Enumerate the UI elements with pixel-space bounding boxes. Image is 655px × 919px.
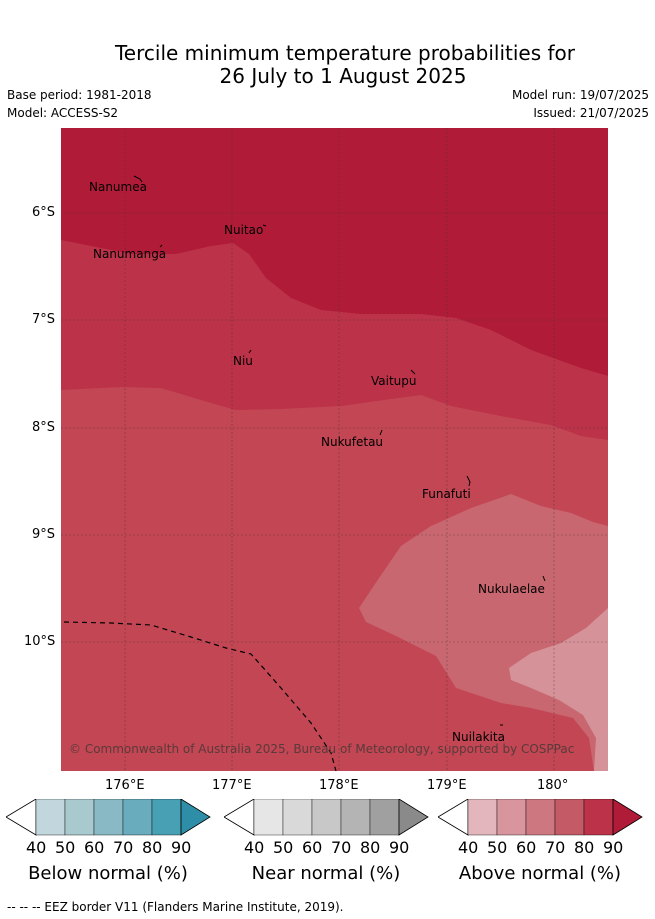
island-label-nanumanga: Nanumanga xyxy=(93,247,167,261)
lat-label-10s: 10°S xyxy=(24,634,56,649)
colorbar-swatch xyxy=(554,799,585,836)
copyright-notice: © Commonwealth of Australia 2025, Bureau… xyxy=(69,742,575,756)
colorbar-label-near-normal: Near normal (%) xyxy=(251,863,401,884)
colorbar-tick: 90 xyxy=(389,838,410,857)
colorbar-extension-high xyxy=(612,799,643,836)
probability-map xyxy=(61,128,608,771)
colorbar-tick: 50 xyxy=(487,838,508,857)
island-label-nuitao: Nuitao xyxy=(224,223,264,237)
colorbar-swatch xyxy=(93,799,124,836)
colorbar-tick: 50 xyxy=(55,838,76,857)
colorbar-tick: 60 xyxy=(302,838,323,857)
colorbar-tick: 60 xyxy=(516,838,537,857)
colorbar-swatch xyxy=(467,799,498,836)
colorbar-swatch xyxy=(369,799,400,836)
lon-label-179e: 179°E xyxy=(427,778,467,793)
colorbar-tick: 90 xyxy=(171,838,192,857)
colorbar-tick: 90 xyxy=(603,838,624,857)
colorbar-above-normal xyxy=(438,799,643,836)
model-name: Model: ACCESS-S2 xyxy=(7,106,119,120)
region-above-60 xyxy=(359,494,608,771)
base-period: Base period: 1981-2018 xyxy=(7,88,152,102)
colorbar-swatch xyxy=(496,799,527,836)
colorbar-swatch xyxy=(583,799,614,836)
colorbar-tick: 80 xyxy=(360,838,381,857)
colorbar-extension-high xyxy=(180,799,211,836)
island-label-funafuti: Funafuti xyxy=(422,487,471,501)
colorbar-tick: 70 xyxy=(331,838,352,857)
colorbar-label-below-normal: Below normal (%) xyxy=(28,863,188,884)
colorbar-swatch xyxy=(340,799,371,836)
island-label-nanumea: Nanumea xyxy=(89,180,147,194)
island-label-niu: Niu xyxy=(233,354,253,368)
colorbar-extension-low xyxy=(438,799,469,836)
colorbar-tick: 80 xyxy=(574,838,595,857)
lat-label-7s: 7°S xyxy=(32,312,56,327)
colorbar-swatch xyxy=(253,799,284,836)
lon-label-176e: 176°E xyxy=(105,778,145,793)
colorbar-swatch xyxy=(311,799,342,836)
colorbar-extension-high xyxy=(398,799,429,836)
island-label-nuilakita: Nuilakita xyxy=(452,730,505,744)
colorbar-swatch xyxy=(525,799,556,836)
lon-label-177e: 177°E xyxy=(212,778,252,793)
issued-date: Issued: 21/07/2025 xyxy=(533,106,649,120)
colorbar-label-above-normal: Above normal (%) xyxy=(458,863,622,884)
island-label-nukufetau: Nukufetau xyxy=(321,435,384,449)
colorbar-swatch xyxy=(122,799,153,836)
lon-label-180: 180° xyxy=(537,778,569,793)
colorbar-below-normal xyxy=(6,799,211,836)
colorbar-swatch xyxy=(151,799,182,836)
island-label-nukulaelae: Nukulaelae xyxy=(478,582,545,596)
colorbar-swatch xyxy=(282,799,313,836)
colorbar-swatch xyxy=(35,799,66,836)
colorbar-tick: 60 xyxy=(84,838,105,857)
colorbar-extension-low xyxy=(224,799,255,836)
colorbar-tick: 40 xyxy=(26,838,47,857)
region-above-90 xyxy=(61,128,608,376)
title-line-1: Tercile minimum temperature probabilitie… xyxy=(114,41,576,65)
title-line-2: 26 July to 1 August 2025 xyxy=(219,64,467,88)
island-label-vaitupu: Vaitupu xyxy=(371,374,417,388)
colorbar-near-normal xyxy=(224,799,429,836)
colorbar-tick: 80 xyxy=(142,838,163,857)
island-marks xyxy=(133,175,546,726)
grid-lines xyxy=(61,128,608,771)
colorbar-tick: 50 xyxy=(273,838,294,857)
lat-label-9s: 9°S xyxy=(32,527,56,542)
lat-label-6s: 6°S xyxy=(32,205,56,220)
eez-border xyxy=(63,621,337,771)
colorbar-swatch xyxy=(64,799,95,836)
region-above-50 xyxy=(509,608,608,771)
colorbar-tick: 40 xyxy=(458,838,479,857)
lat-label-8s: 8°S xyxy=(32,420,56,435)
model-run: Model run: 19/07/2025 xyxy=(511,88,649,102)
colorbar-tick: 70 xyxy=(545,838,566,857)
colorbar-extension-low xyxy=(6,799,37,836)
eez-border-note: -- -- -- EEZ border V11 (Flanders Marine… xyxy=(7,900,344,914)
lon-label-178e: 178°E xyxy=(319,778,359,793)
colorbar-tick: 40 xyxy=(244,838,265,857)
colorbar-tick: 70 xyxy=(113,838,134,857)
